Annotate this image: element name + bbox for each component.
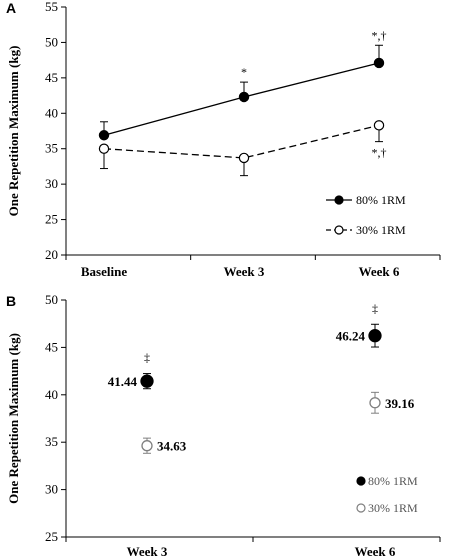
panel-letter: A [6, 0, 16, 16]
significance-marker: ‡ [144, 351, 150, 365]
series-line [103, 124, 380, 159]
significance-marker: *,† [372, 146, 387, 160]
data-point [140, 374, 154, 388]
x-tick-label: Week 3 [127, 544, 168, 559]
y-tick-label: 45 [45, 339, 58, 354]
y-tick-label: 30 [45, 176, 58, 191]
y-tick-label: 50 [45, 292, 58, 307]
data-point [373, 57, 385, 69]
y-tick-label: 20 [45, 247, 58, 262]
legend-marker [356, 503, 366, 513]
y-tick-label: 45 [45, 70, 58, 85]
y-tick-label: 35 [45, 434, 58, 449]
data-point [238, 152, 250, 164]
x-tick-label: Week 6 [355, 544, 396, 559]
significance-marker: * [241, 65, 247, 79]
x-tick-label: Baseline [81, 264, 127, 279]
data-point [98, 143, 110, 154]
data-point [238, 91, 250, 103]
legend-marker [334, 225, 344, 235]
significance-marker: *,† [372, 28, 387, 42]
y-tick-label: 35 [45, 141, 58, 156]
data-point [368, 328, 382, 343]
panel-letter: B [6, 293, 16, 309]
y-axis-label: One Repetition Maximum (kg) [6, 333, 21, 504]
legend-label: 80% 1RM [356, 193, 406, 207]
y-tick-label: 25 [45, 529, 58, 544]
data-point [141, 440, 153, 452]
legend-label: 30% 1RM [368, 501, 418, 515]
panel-b: B 25 30 35 40 45 50 Week 3 Week 6 One Repetition … [6, 292, 441, 559]
data-label: 41.44 [108, 374, 138, 389]
significance-marker: ‡ [372, 301, 378, 315]
legend-marker [334, 195, 344, 205]
legend-label: 80% 1RM [368, 474, 418, 488]
legend-label: 30% 1RM [356, 223, 406, 237]
data-label: 34.63 [157, 439, 187, 454]
legend-marker [356, 476, 366, 486]
y-tick-label: 50 [45, 34, 58, 49]
y-tick-label: 40 [45, 105, 58, 120]
data-point [369, 397, 381, 409]
y-tick-label: 40 [45, 387, 58, 402]
data-label: 46.24 [336, 329, 366, 344]
y-tick-label: 30 [45, 482, 58, 497]
y-tick-label: 25 [45, 212, 58, 227]
y-axis-label: One Repetition Maximum (kg) [6, 46, 21, 217]
y-tick-label: 55 [45, 0, 58, 14]
panel-a: A 20 25 30 35 40 45 50 55 Baseline Week 3 Week 6 One… [6, 0, 441, 279]
x-tick-label: Week 3 [224, 264, 265, 279]
data-point [98, 130, 110, 141]
data-point [373, 120, 385, 131]
data-label: 39.16 [385, 396, 415, 411]
x-tick-label: Week 6 [359, 264, 400, 279]
